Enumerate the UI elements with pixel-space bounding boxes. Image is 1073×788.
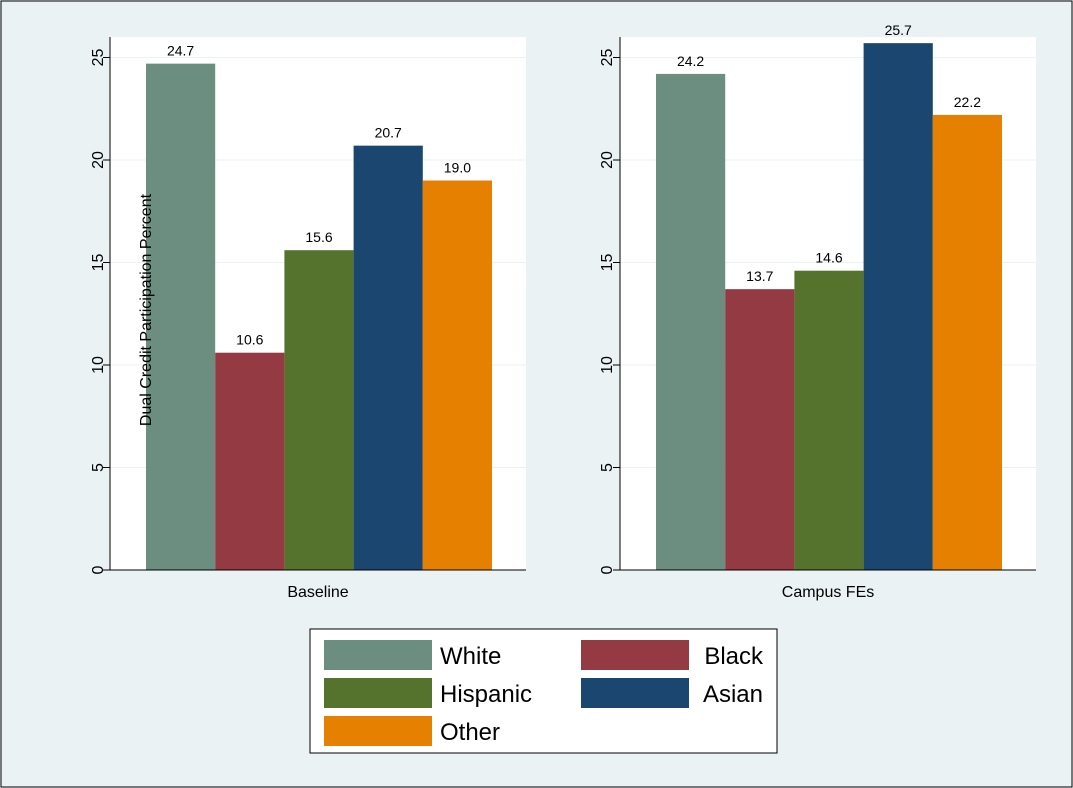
y-tick-label: 15 bbox=[90, 254, 107, 272]
legend-label-white: White bbox=[440, 643, 501, 670]
y-tick-label: 5 bbox=[90, 463, 107, 472]
legend-swatch-hispanic bbox=[324, 678, 432, 708]
category-label: Campus FEs bbox=[782, 584, 874, 601]
value-label: 14.6 bbox=[815, 250, 842, 266]
legend-label-hispanic: Hispanic bbox=[440, 681, 532, 708]
bar-black bbox=[215, 352, 285, 570]
value-label: 20.7 bbox=[375, 125, 402, 141]
value-label: 19.0 bbox=[444, 160, 471, 176]
y-tick-label: 15 bbox=[599, 254, 616, 272]
bar-hispanic bbox=[284, 250, 354, 570]
value-label: 10.6 bbox=[236, 332, 263, 348]
bar-hispanic bbox=[794, 270, 864, 570]
bar-other bbox=[422, 180, 492, 570]
category-label: Baseline bbox=[287, 584, 348, 601]
legend-swatch-white bbox=[324, 640, 432, 670]
y-tick-label: 25 bbox=[599, 49, 616, 67]
value-label: 24.7 bbox=[167, 43, 194, 59]
y-tick-label: 25 bbox=[90, 49, 107, 67]
legend-label-black: Black bbox=[704, 643, 764, 670]
bar-other bbox=[932, 114, 1002, 571]
y-tick-label: 0 bbox=[599, 565, 616, 574]
bar-asian bbox=[353, 145, 423, 570]
bar-black bbox=[725, 289, 795, 570]
y-tick-label: 20 bbox=[599, 151, 616, 169]
y-axis-title: Dual Credit Participation Percent bbox=[138, 193, 155, 426]
bar-asian bbox=[863, 43, 933, 570]
legend-swatch-asian bbox=[581, 678, 689, 708]
bar-white bbox=[656, 73, 726, 571]
value-label: 13.7 bbox=[746, 268, 773, 284]
y-tick-label: 5 bbox=[599, 463, 616, 472]
legend-label-other: Other bbox=[440, 719, 500, 746]
bar-white bbox=[146, 63, 216, 571]
legend-label-asian: Asian bbox=[703, 681, 763, 708]
legend-swatch-other bbox=[324, 716, 432, 746]
y-tick-label: 20 bbox=[90, 151, 107, 169]
legend-swatch-black bbox=[581, 640, 689, 670]
y-tick-label: 0 bbox=[90, 565, 107, 574]
value-label: 25.7 bbox=[885, 22, 912, 38]
value-label: 22.2 bbox=[954, 94, 981, 110]
y-tick-label: 10 bbox=[599, 356, 616, 374]
y-tick-label: 10 bbox=[90, 356, 107, 374]
value-label: 15.6 bbox=[305, 229, 332, 245]
value-label: 24.2 bbox=[677, 53, 704, 69]
